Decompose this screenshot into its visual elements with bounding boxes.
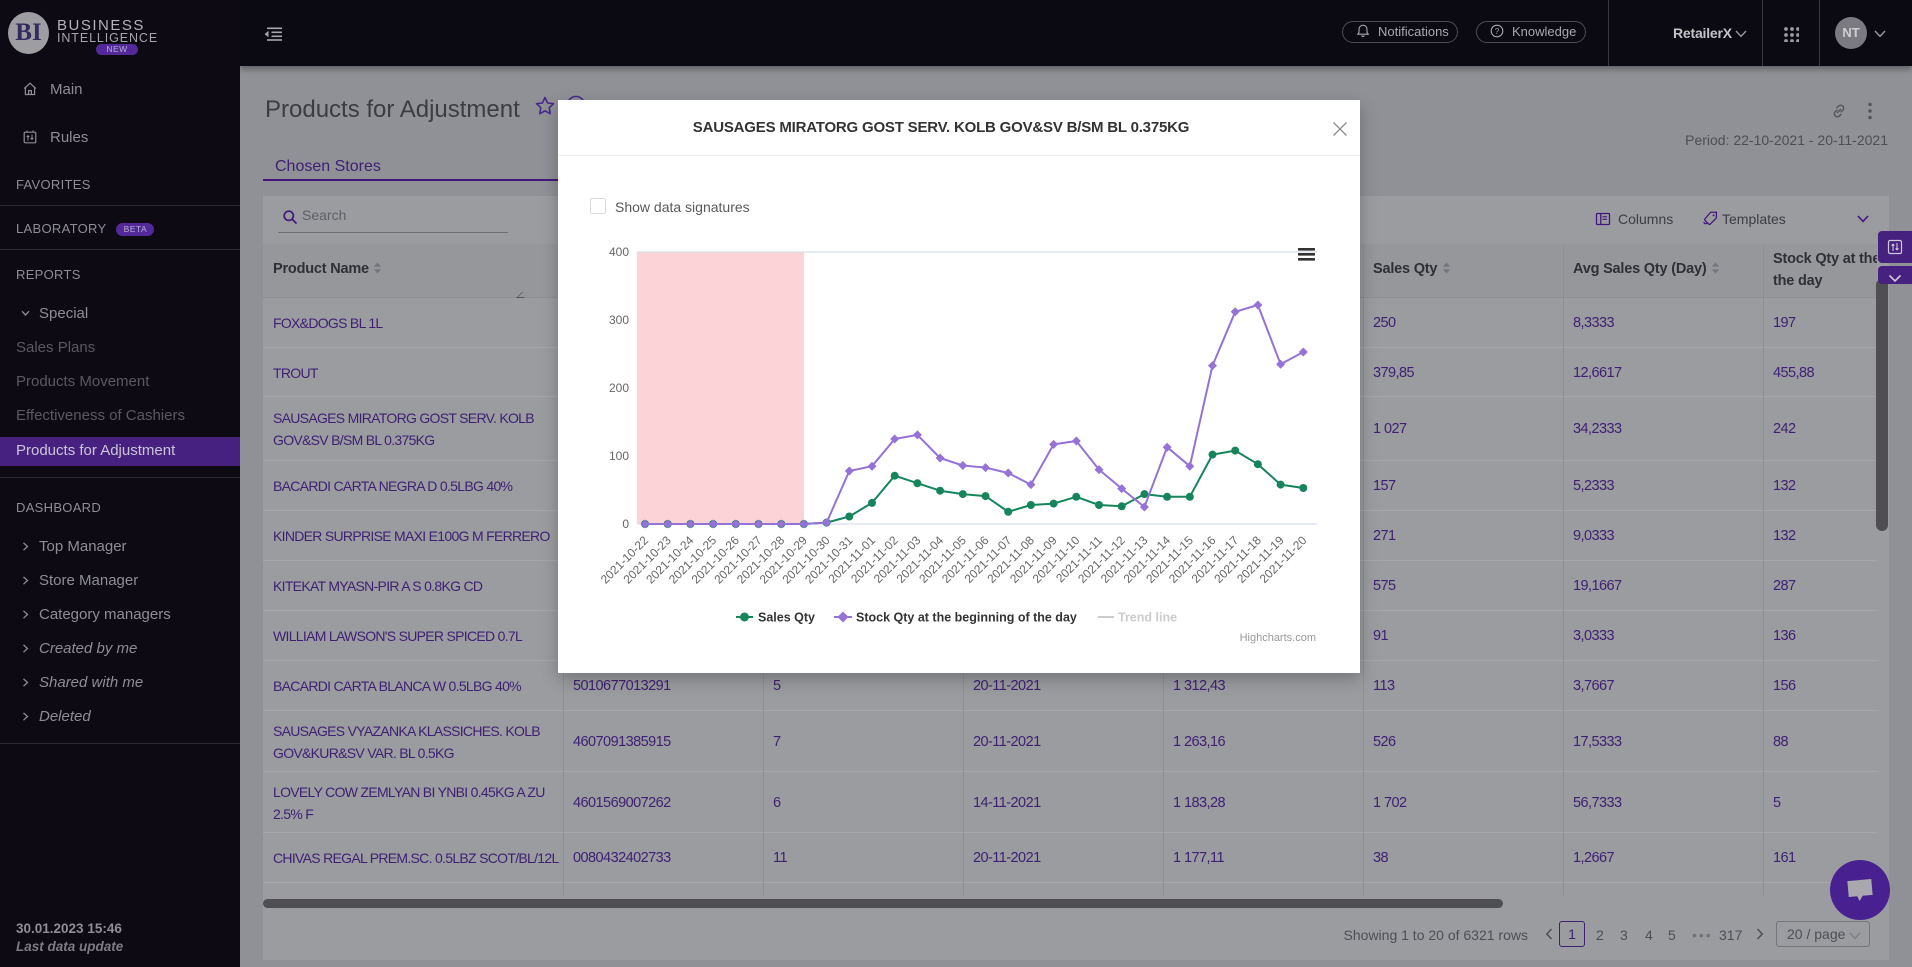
svg-text:100: 100 — [609, 449, 629, 463]
svg-text:0: 0 — [622, 517, 629, 531]
svg-text:200: 200 — [609, 381, 629, 395]
svg-text:Highcharts.com: Highcharts.com — [1240, 632, 1316, 644]
svg-text:400: 400 — [609, 245, 629, 259]
svg-text:Trend line: Trend line — [1118, 611, 1177, 625]
svg-text:300: 300 — [609, 313, 629, 327]
svg-text:Stock Qty at the beginning of: Stock Qty at the beginning of the day — [856, 611, 1077, 625]
svg-text:Sales Qty: Sales Qty — [758, 611, 815, 625]
svg-text:?: ? — [1495, 27, 1500, 36]
